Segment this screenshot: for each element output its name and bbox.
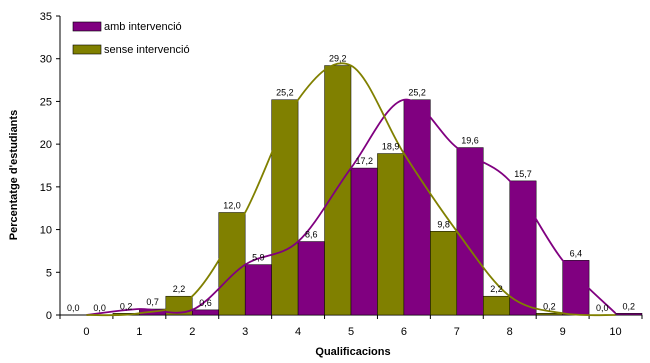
bar-amb-intervencio	[244, 264, 272, 316]
data-label: 29,2	[329, 54, 347, 64]
data-label: 12,0	[223, 200, 241, 210]
x-tick-label: 2	[189, 326, 195, 338]
trend-line-sense-intervencio	[86, 62, 616, 317]
bar-amb-intervencio	[297, 241, 325, 316]
y-tick-label: 20	[40, 139, 52, 151]
bar-amb-intervencio	[456, 147, 484, 316]
bar-sense-intervencio	[324, 65, 352, 316]
data-label: 25,2	[276, 88, 294, 98]
chart-bars	[112, 65, 643, 316]
data-label: 0,7	[146, 297, 159, 307]
y-tick-label: 35	[40, 11, 52, 23]
bar-amb-intervencio	[615, 313, 643, 316]
data-label: 25,2	[408, 88, 426, 98]
data-label: 15,7	[514, 169, 532, 179]
x-tick-label: 7	[454, 326, 460, 338]
x-tick-label: 0	[83, 326, 89, 338]
data-label: 9,8	[437, 219, 450, 229]
chart-legend: amb intervenció sense intervenció	[72, 21, 190, 56]
data-label: 0,2	[120, 301, 133, 311]
bar-amb-intervencio	[192, 309, 219, 316]
x-tick-label: 3	[242, 326, 248, 338]
data-label: 18,9	[382, 142, 400, 152]
data-label: 2,2	[173, 284, 186, 294]
trend-line-amb-intervencio	[86, 98, 617, 316]
y-tick-label: 10	[40, 225, 52, 237]
bar-sense-intervencio	[271, 99, 299, 316]
bar-sense-intervencio	[535, 313, 563, 316]
bar-sense-intervencio	[377, 153, 405, 316]
legend-swatch-sense-intervencio	[72, 44, 102, 55]
data-label: 19,6	[461, 136, 479, 146]
y-tick-label: 25	[40, 96, 52, 108]
chart-trend-curves	[86, 62, 617, 317]
data-label: 0,0	[596, 303, 609, 313]
data-label: 0,2	[543, 301, 556, 311]
legend-label-sense-intervencio: sense intervenció	[104, 44, 190, 56]
data-label: 0,0	[93, 303, 106, 313]
x-tick-label: 5	[348, 326, 354, 338]
x-tick-label: 9	[560, 326, 566, 338]
data-label: 5,9	[252, 253, 265, 263]
data-label: 0,0	[67, 303, 80, 313]
data-label: 0,6	[199, 298, 212, 308]
legend-swatch-amb-intervencio	[72, 21, 102, 32]
x-tick-label: 6	[401, 326, 407, 338]
x-tick-label: 10	[609, 326, 621, 338]
data-label: 8,6	[305, 230, 318, 240]
y-tick-label: 0	[46, 310, 52, 322]
bar-sense-intervencio	[483, 295, 510, 316]
x-tick-label: 8	[507, 326, 513, 338]
x-axis-title: Qualificacions	[315, 346, 390, 358]
x-tick-label: 4	[295, 326, 301, 338]
data-label: 2,2	[490, 284, 503, 294]
chart-data-labels: 0,0 0,0 0,2 0,7 2,2 0,6 12,0 5,9 25,2 8,6 29,2 17,2…	[67, 54, 635, 313]
x-tick-label: 1	[136, 326, 142, 338]
data-label: 0,2	[623, 301, 636, 311]
bar-amb-intervencio	[562, 260, 590, 316]
legend-label-amb-intervencio: amb intervenció	[104, 21, 182, 33]
y-tick-label: 30	[40, 54, 52, 66]
y-tick-label: 15	[40, 182, 52, 194]
bar-amb-intervencio	[509, 180, 537, 316]
bar-sense-intervencio	[430, 231, 458, 316]
data-label: 6,4	[570, 248, 583, 258]
bar-sense-intervencio	[218, 212, 246, 316]
y-tick-label: 5	[46, 267, 52, 279]
bar-amb-intervencio	[403, 99, 431, 316]
data-label: 17,2	[355, 156, 373, 166]
y-axis-title: Percentatge d'estudiants	[8, 110, 20, 240]
bar-amb-intervencio	[350, 167, 378, 316]
